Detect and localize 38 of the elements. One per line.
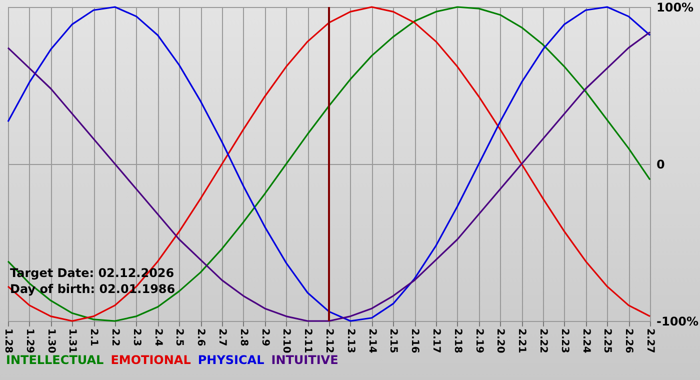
x-tick-label: 1.28 (2, 328, 14, 354)
text: PHYSICAL (198, 353, 264, 367)
x-tick-label: 2.26 (623, 328, 634, 354)
x-tick-label: 2.23 (558, 328, 570, 354)
x-tick-label: 1.29 (24, 328, 35, 354)
x-tick-label: 2.19 (473, 328, 484, 354)
x-tick-label: 2.5 (174, 328, 185, 346)
x-tick-label: 2.18 (452, 328, 463, 354)
x-tick-label: 2.27 (644, 328, 656, 354)
x-tick-label: 2.24 (580, 328, 592, 354)
x-tick-label: 2.7 (216, 328, 228, 346)
x-tick-label: 1.30 (45, 328, 56, 354)
x-tick-label: 2.14 (366, 328, 378, 354)
x-tick-label: 2.17 (430, 328, 442, 354)
text: INTUITIVE (271, 353, 338, 367)
x-tick-label: 2.16 (409, 328, 420, 354)
x-tick-label: 2.20 (494, 328, 506, 354)
y-tick-label: 100% (656, 0, 694, 14)
text: INTELLECTUAL (6, 353, 104, 367)
x-tick-label: 2.8 (238, 328, 249, 346)
y-tick-label: -100% (656, 314, 699, 328)
x-tick-label: 2.13 (344, 328, 356, 354)
x-tick-label: 2.15 (388, 328, 399, 354)
x-tick-label: 2.10 (280, 328, 292, 354)
x-tick-label: 2.3 (130, 328, 142, 346)
x-tick-label: 2.1 (88, 328, 100, 346)
x-tick-label: 2.21 (516, 328, 528, 354)
x-tick-label: 2.6 (195, 328, 206, 346)
x-tick-label: 2.22 (538, 328, 548, 354)
x-tick-label: 2.4 (152, 328, 164, 346)
y-tick-label: 0 (656, 158, 665, 172)
x-tick-label: 2.2 (110, 328, 120, 346)
x-tick-label: 2.12 (324, 328, 334, 354)
x-tick-label: 2.25 (602, 328, 613, 354)
x-tick-label: 2.11 (302, 328, 314, 354)
x-tick-label: 2.9 (259, 328, 270, 346)
x-tick-label: 1.31 (66, 328, 78, 354)
text: EMOTIONAL (110, 353, 191, 367)
